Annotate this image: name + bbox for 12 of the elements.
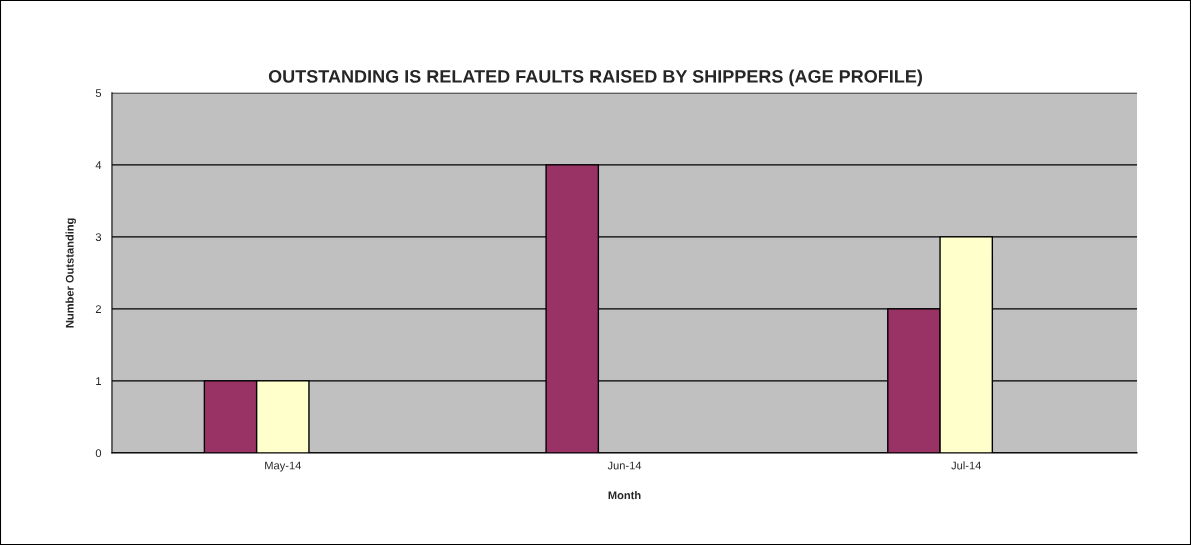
y-tick-label: 3	[95, 233, 102, 242]
y-tick-label: 2	[95, 305, 101, 313]
x-axis-title: Month	[608, 491, 641, 500]
y-tick-label: 1	[96, 377, 101, 385]
y-tick-label: 5	[95, 89, 102, 97]
x-tick-label: Jun-14	[607, 461, 642, 470]
chart-title: OUTSTANDING IS RELATED FAULTS RAISED BY SHIPPERS (AGE PROFILE)	[268, 69, 922, 87]
y-tick-label: 4	[95, 161, 102, 169]
x-tick-label: Jul-14	[951, 461, 982, 470]
y-tick-label: 0	[95, 449, 102, 458]
y-axis-title: Number Outstanding	[65, 218, 76, 328]
x-tick-label: May-14	[265, 461, 301, 472]
